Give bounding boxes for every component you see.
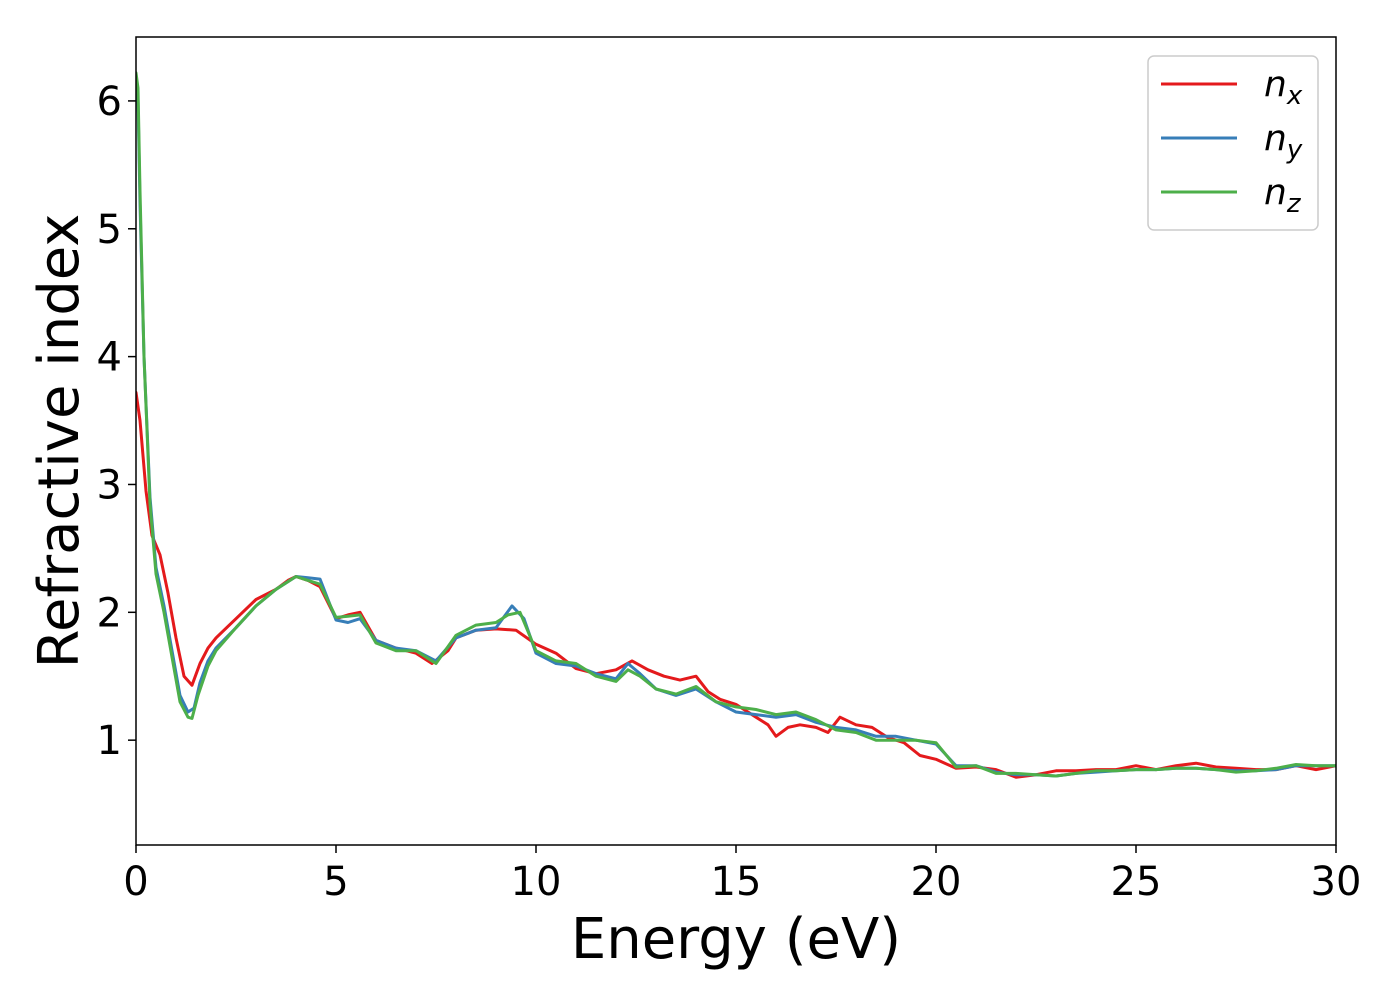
legend-label-nx: nx bbox=[1264, 64, 1303, 111]
y-tick-label: 5 bbox=[97, 207, 122, 253]
y-tick-label: 1 bbox=[97, 718, 122, 764]
x-tick-label: 0 bbox=[123, 859, 148, 905]
x-tick-label: 5 bbox=[323, 859, 348, 905]
series-line-nx bbox=[136, 390, 1336, 779]
legend-box bbox=[1147, 55, 1319, 231]
y-tick-label: 4 bbox=[97, 335, 122, 381]
y-tick-label: 2 bbox=[97, 590, 122, 636]
plot-area bbox=[136, 71, 1336, 779]
x-axis-label: Energy (eV) bbox=[571, 907, 901, 972]
y-tick-label: 6 bbox=[97, 79, 122, 125]
x-tick-label: 15 bbox=[711, 859, 762, 905]
legend-label-nz: nz bbox=[1264, 172, 1302, 219]
y-axis-label: Refractive index bbox=[27, 214, 92, 669]
x-tick-label: 25 bbox=[1111, 859, 1162, 905]
legend-label-ny: ny bbox=[1264, 118, 1303, 165]
x-axis: 0 5 10 15 20 25 30 bbox=[123, 845, 1361, 905]
y-tick-label: 3 bbox=[97, 462, 122, 508]
x-tick-label: 10 bbox=[511, 859, 562, 905]
legend: nx ny nz bbox=[1147, 55, 1319, 231]
y-axis: 1 2 3 4 5 6 bbox=[97, 79, 136, 764]
series-line-nz bbox=[136, 71, 1336, 778]
x-tick-label: 30 bbox=[1311, 859, 1362, 905]
x-tick-label: 20 bbox=[911, 859, 962, 905]
